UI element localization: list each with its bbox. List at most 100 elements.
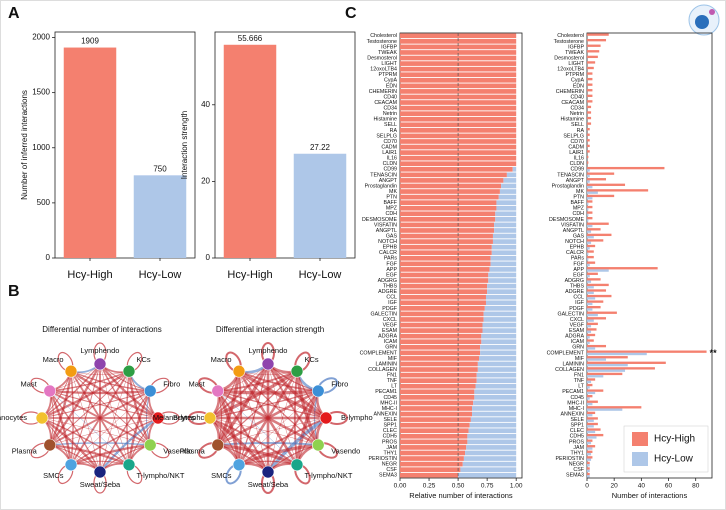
cell-node [290,364,304,378]
cell-label: Plasma [12,446,38,455]
category-label: LAIR1 [569,150,584,156]
category-label: CALCR [566,250,584,256]
category-label: SEMA3 [566,473,584,479]
category-label: COLLAGEN [368,367,397,373]
category-label: PROS [569,439,584,445]
bar [587,247,590,250]
category-label: MK [389,189,397,195]
category-label: FN1 [387,373,397,379]
category-label: CD40 [383,94,397,100]
category-label: PERIOSTIN [555,456,584,462]
bar [587,333,596,337]
network-edge [49,389,151,395]
bar [587,219,589,222]
category-label: MPZ [386,206,398,212]
bar [587,263,590,267]
bar [587,402,593,406]
bar [587,339,594,342]
category-label: PECAM1 [562,389,584,395]
bar-segment [400,139,517,144]
cell-node [211,384,225,398]
bar [587,395,593,398]
category-label: CypA [384,78,397,84]
bar-segment [400,217,496,222]
category-label: LT [578,384,585,390]
plot-frame [399,32,523,479]
bar [587,44,601,47]
bar-segment [400,244,492,250]
bar-segment [400,239,493,244]
category-label: ICAM [384,339,397,345]
cell-label: KCs [305,355,319,364]
network-edge [216,371,241,446]
bar [587,213,589,217]
panel-letter: C [345,5,357,22]
category-label: IGFBP [381,44,397,50]
category-label: Netrin [570,111,584,117]
category-label: SPP1 [383,423,397,429]
bar-segment [463,456,517,461]
category-label: PROS [382,439,397,445]
network-edge [70,370,151,446]
bar-segment [462,461,517,467]
bar-segment [400,383,476,389]
bar-segment [487,289,517,294]
category-label: TENASCIN [557,172,584,178]
bar-segment [482,322,517,328]
bar-segment [460,467,517,472]
category-label: SEMA3 [379,473,397,479]
category-label: LAMININ [563,361,585,367]
category-label: CXCL [570,317,584,323]
bar [587,294,612,298]
bar [587,445,596,448]
bar-segment [499,189,517,194]
category-label: CDH5 [383,434,397,440]
bar [587,414,593,417]
bar-segment [400,44,517,50]
network-title: Differential number of interactions [42,325,161,334]
bar-segment [400,378,477,383]
bar [587,39,607,42]
category-label: RA [390,128,398,134]
network: Differential number of interactions Lymph… [0,325,205,494]
cell-node [43,384,57,398]
bar-segment [477,361,517,367]
bar-segment [400,300,486,306]
bar [587,278,601,281]
legend-swatch [632,432,648,446]
bar [587,228,601,231]
network-edge [237,370,299,466]
cell-label: Macro [43,355,64,364]
x-tick-label: 60 [665,483,673,490]
network-edge [48,390,73,465]
bar [587,61,596,64]
x-tick-label: Hcy-High [67,269,112,281]
category-label: BAFF [383,200,397,206]
bar-segment [400,400,474,406]
category-label: TENASCIN [370,172,397,178]
bar [587,458,592,461]
bar [587,439,593,442]
bar-segment [400,450,466,456]
bar [587,283,609,287]
bar [587,472,590,476]
bar [587,174,590,178]
bar-segment [467,433,517,439]
panel-letter: B [8,283,20,300]
category-label: GAS [573,233,585,239]
category-label: 12oxoLTB4 [370,67,397,73]
bar [587,428,601,431]
bar [587,89,593,92]
bar [587,417,598,420]
cell-node [232,458,246,472]
bar [587,208,589,211]
cell-node [261,465,275,479]
bar [587,139,590,142]
bar-segment [400,200,497,205]
bar-segment [400,144,517,150]
bar-segment [472,406,517,411]
cell-node [64,364,78,378]
category-label: APP [573,267,584,273]
x-tick-label: 0.25 [423,483,436,490]
cell-node [64,458,78,472]
